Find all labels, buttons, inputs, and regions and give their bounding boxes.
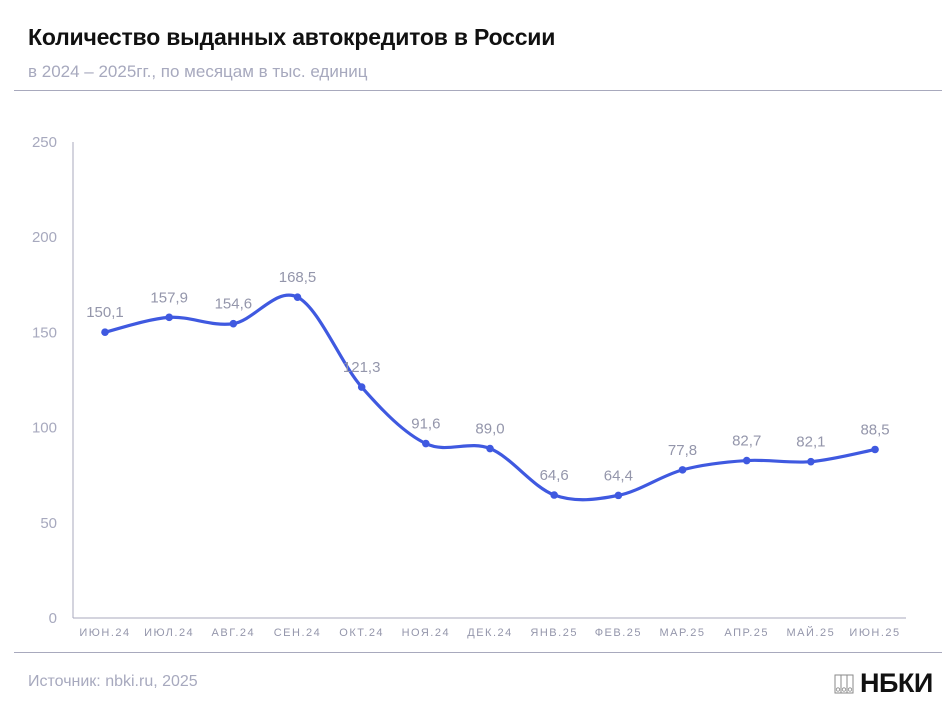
data-point [742, 456, 751, 465]
data-label: 64,4 [604, 467, 633, 484]
data-label: 88,5 [860, 421, 889, 438]
data-label: 154,6 [215, 296, 253, 313]
data-label: 121,3 [343, 359, 381, 376]
header-divider [14, 90, 942, 91]
x-tick-label: МАЙ.25 [787, 626, 836, 639]
y-tick-label: 100 [32, 420, 57, 437]
data-point [165, 313, 173, 322]
chart-title: Количество выданных автокредитов в Росси… [28, 24, 556, 50]
data-points [101, 293, 879, 500]
x-tick-label: ФЕВ.25 [595, 627, 642, 639]
x-tick-label: ОКТ.24 [339, 627, 384, 639]
data-point [486, 444, 494, 453]
x-tick-label: ЯНВ.25 [530, 627, 578, 639]
x-tick-label: АВГ.24 [212, 627, 256, 639]
x-tick-label: МАР.25 [659, 627, 705, 639]
source-note: Источник: nbki.ru, 2025 [28, 673, 198, 690]
data-point [293, 293, 302, 301]
series-line [103, 293, 877, 502]
data-point [422, 439, 430, 448]
data-label: 89,0 [475, 421, 504, 438]
data-labels: 150,1 157,9 154,6 168,5 121,3 91,6 89,0 64,6 64,… [86, 269, 889, 484]
y-axis: 0 50 100 150 200 250 [32, 134, 74, 627]
data-point [229, 319, 238, 328]
chart-subtitle: в 2024 – 2025гг., по месяцам в тыс. един… [28, 62, 368, 81]
data-point [550, 491, 558, 499]
y-tick-label: 0 [49, 610, 57, 627]
data-label: 157,9 [150, 289, 188, 306]
line-chart: 0 50 100 150 200 250 ИЮН.24 ИЮЛ.24 АВГ.24 СЕН.24… [32, 134, 906, 639]
data-label: 82,7 [732, 433, 761, 450]
logo-text: НБКИ [860, 668, 933, 698]
data-label: 168,5 [279, 269, 317, 286]
data-point [871, 445, 879, 454]
data-label: 77,8 [668, 442, 697, 459]
x-tick-label: ДЕК.24 [467, 627, 513, 639]
x-tick-label: АПР.25 [724, 627, 769, 639]
y-tick-label: 50 [40, 515, 57, 532]
x-axis: ИЮН.24 ИЮЛ.24 АВГ.24 СЕН.24 ОКТ.24 НОЯ.24 ДЕК.… [73, 617, 906, 639]
x-tick-label: ИЮН.24 [79, 627, 130, 639]
x-tick-label: ИЮЛ.24 [144, 627, 194, 639]
footer-divider [14, 652, 942, 653]
data-point [807, 457, 815, 466]
x-tick-label: НОЯ.24 [402, 627, 451, 639]
y-tick-label: 200 [32, 229, 57, 246]
data-label: 91,6 [411, 416, 440, 433]
nbki-logo-icon [834, 674, 854, 693]
nbki-logo: НБКИ [834, 668, 933, 699]
y-tick-label: 150 [32, 324, 57, 341]
data-point [357, 383, 366, 391]
data-label: 82,1 [796, 434, 825, 451]
data-label: 150,1 [86, 304, 124, 321]
data-point [101, 328, 109, 337]
data-point [678, 466, 687, 474]
data-point [614, 491, 623, 500]
x-tick-label: ИЮН.25 [849, 627, 900, 639]
x-tick-label: СЕН.24 [274, 627, 322, 639]
y-tick-label: 250 [32, 134, 57, 151]
data-label: 64,6 [540, 467, 569, 484]
